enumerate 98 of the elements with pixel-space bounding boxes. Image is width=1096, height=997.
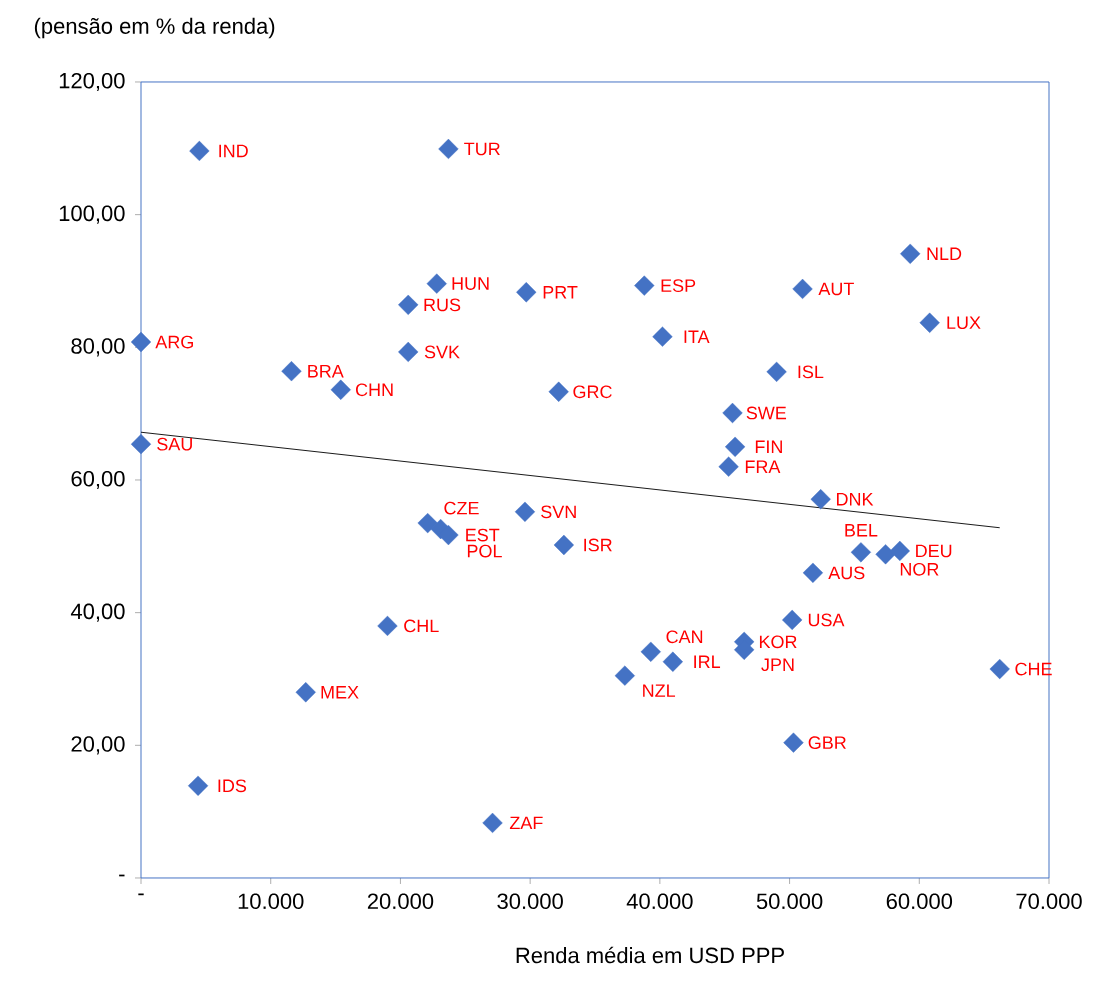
annotation: MEX [321,686,359,699]
annotation: FIN [755,440,782,454]
annotation: SAU [157,437,192,451]
x-tick-label: 70.000 [1016,893,1082,910]
annotation: AUT [818,282,854,296]
y-tick-label: 120,00 [59,72,125,92]
annotation: GRC [573,385,612,399]
point [640,641,661,662]
annotation: DNK [836,493,874,506]
x-tick-label: 50.000 [756,893,823,910]
annotation: ESP [661,279,696,292]
annotation: FRA [745,460,781,473]
point [722,402,743,424]
point [662,651,683,672]
point [553,534,574,556]
point [850,542,872,563]
point [766,361,787,382]
point [792,278,813,300]
point [189,140,210,162]
annotation: PRT [543,286,578,299]
annotation: CZE [444,501,479,515]
annotation: ISL [798,365,824,379]
point [802,562,824,583]
annotation: DEU [916,544,952,558]
point [482,812,503,834]
annotation: ISR [584,538,612,552]
point [130,331,152,353]
point [438,524,459,546]
point [652,326,673,347]
point [989,658,1010,680]
y-tick-label: 40,00 [70,603,125,622]
annotation: CHL [404,619,439,633]
annotation: SVN [541,505,576,519]
annotation: JPN [761,658,794,672]
annotation: NZL [643,684,676,697]
annotation: SWE [746,406,787,420]
annotation: HUN [452,277,489,290]
point [330,379,351,400]
annotation: IRL [694,655,721,668]
point [875,544,896,565]
x-tick-label: 60.000 [886,893,953,910]
x-tick-label: 10.000 [238,893,304,910]
annotation: RUS [424,298,461,312]
annotation: BRA [308,365,344,378]
annotation: NOR [900,562,939,576]
point [398,341,419,363]
point [398,294,419,315]
point [377,615,398,637]
point [718,456,739,477]
annotation: ITA [684,330,710,343]
y-tick-label: - [119,874,125,877]
annotation: ZAF [509,816,543,830]
point [810,489,831,510]
y-tick-label: 100,00 [59,205,125,224]
point [614,665,635,686]
annotation: GBR [808,736,846,750]
point [130,434,152,455]
point [516,282,537,303]
point [514,501,536,522]
y-axis-title: (pensão em % da renda) [34,17,275,39]
point [438,138,459,160]
annotation: CAN [666,630,703,644]
annotation: EST [466,528,500,542]
point [782,609,803,631]
x-tick-label: 20.000 [367,893,434,910]
y-tick-label: 80,00 [71,338,125,357]
point [295,682,316,703]
annotation: BEL [845,524,878,537]
point [783,732,804,753]
annotation: KOR [759,635,797,649]
annotation: IDS [218,779,247,793]
annotation: USA [808,613,845,627]
x-tick-label: 40.000 [626,893,693,910]
annotation: ARG [155,335,193,349]
annotation: NLD [927,247,962,260]
point [426,273,447,294]
point [417,513,438,534]
x-tick-label: - [138,893,144,896]
x-tick-label: 30.000 [497,893,563,910]
annotation: SVK [424,345,460,359]
point [889,540,910,562]
annotation: CHE [1015,662,1052,676]
y-tick-label: 60,00 [71,470,125,490]
point [900,243,921,264]
annotation: POL [467,544,502,558]
point [281,361,302,382]
annotation: IND [219,144,248,158]
point [634,275,655,296]
x-axis-title: Renda média em USD PPP [516,946,784,964]
point [187,775,209,796]
annotation: AUS [828,566,865,580]
y-tick-label: 20,00 [71,736,125,755]
annotation: CHN [355,383,393,397]
point [919,312,940,333]
annotation: LUX [947,316,981,330]
annotation: TUR [464,142,500,156]
point [725,436,746,457]
point [548,381,569,402]
